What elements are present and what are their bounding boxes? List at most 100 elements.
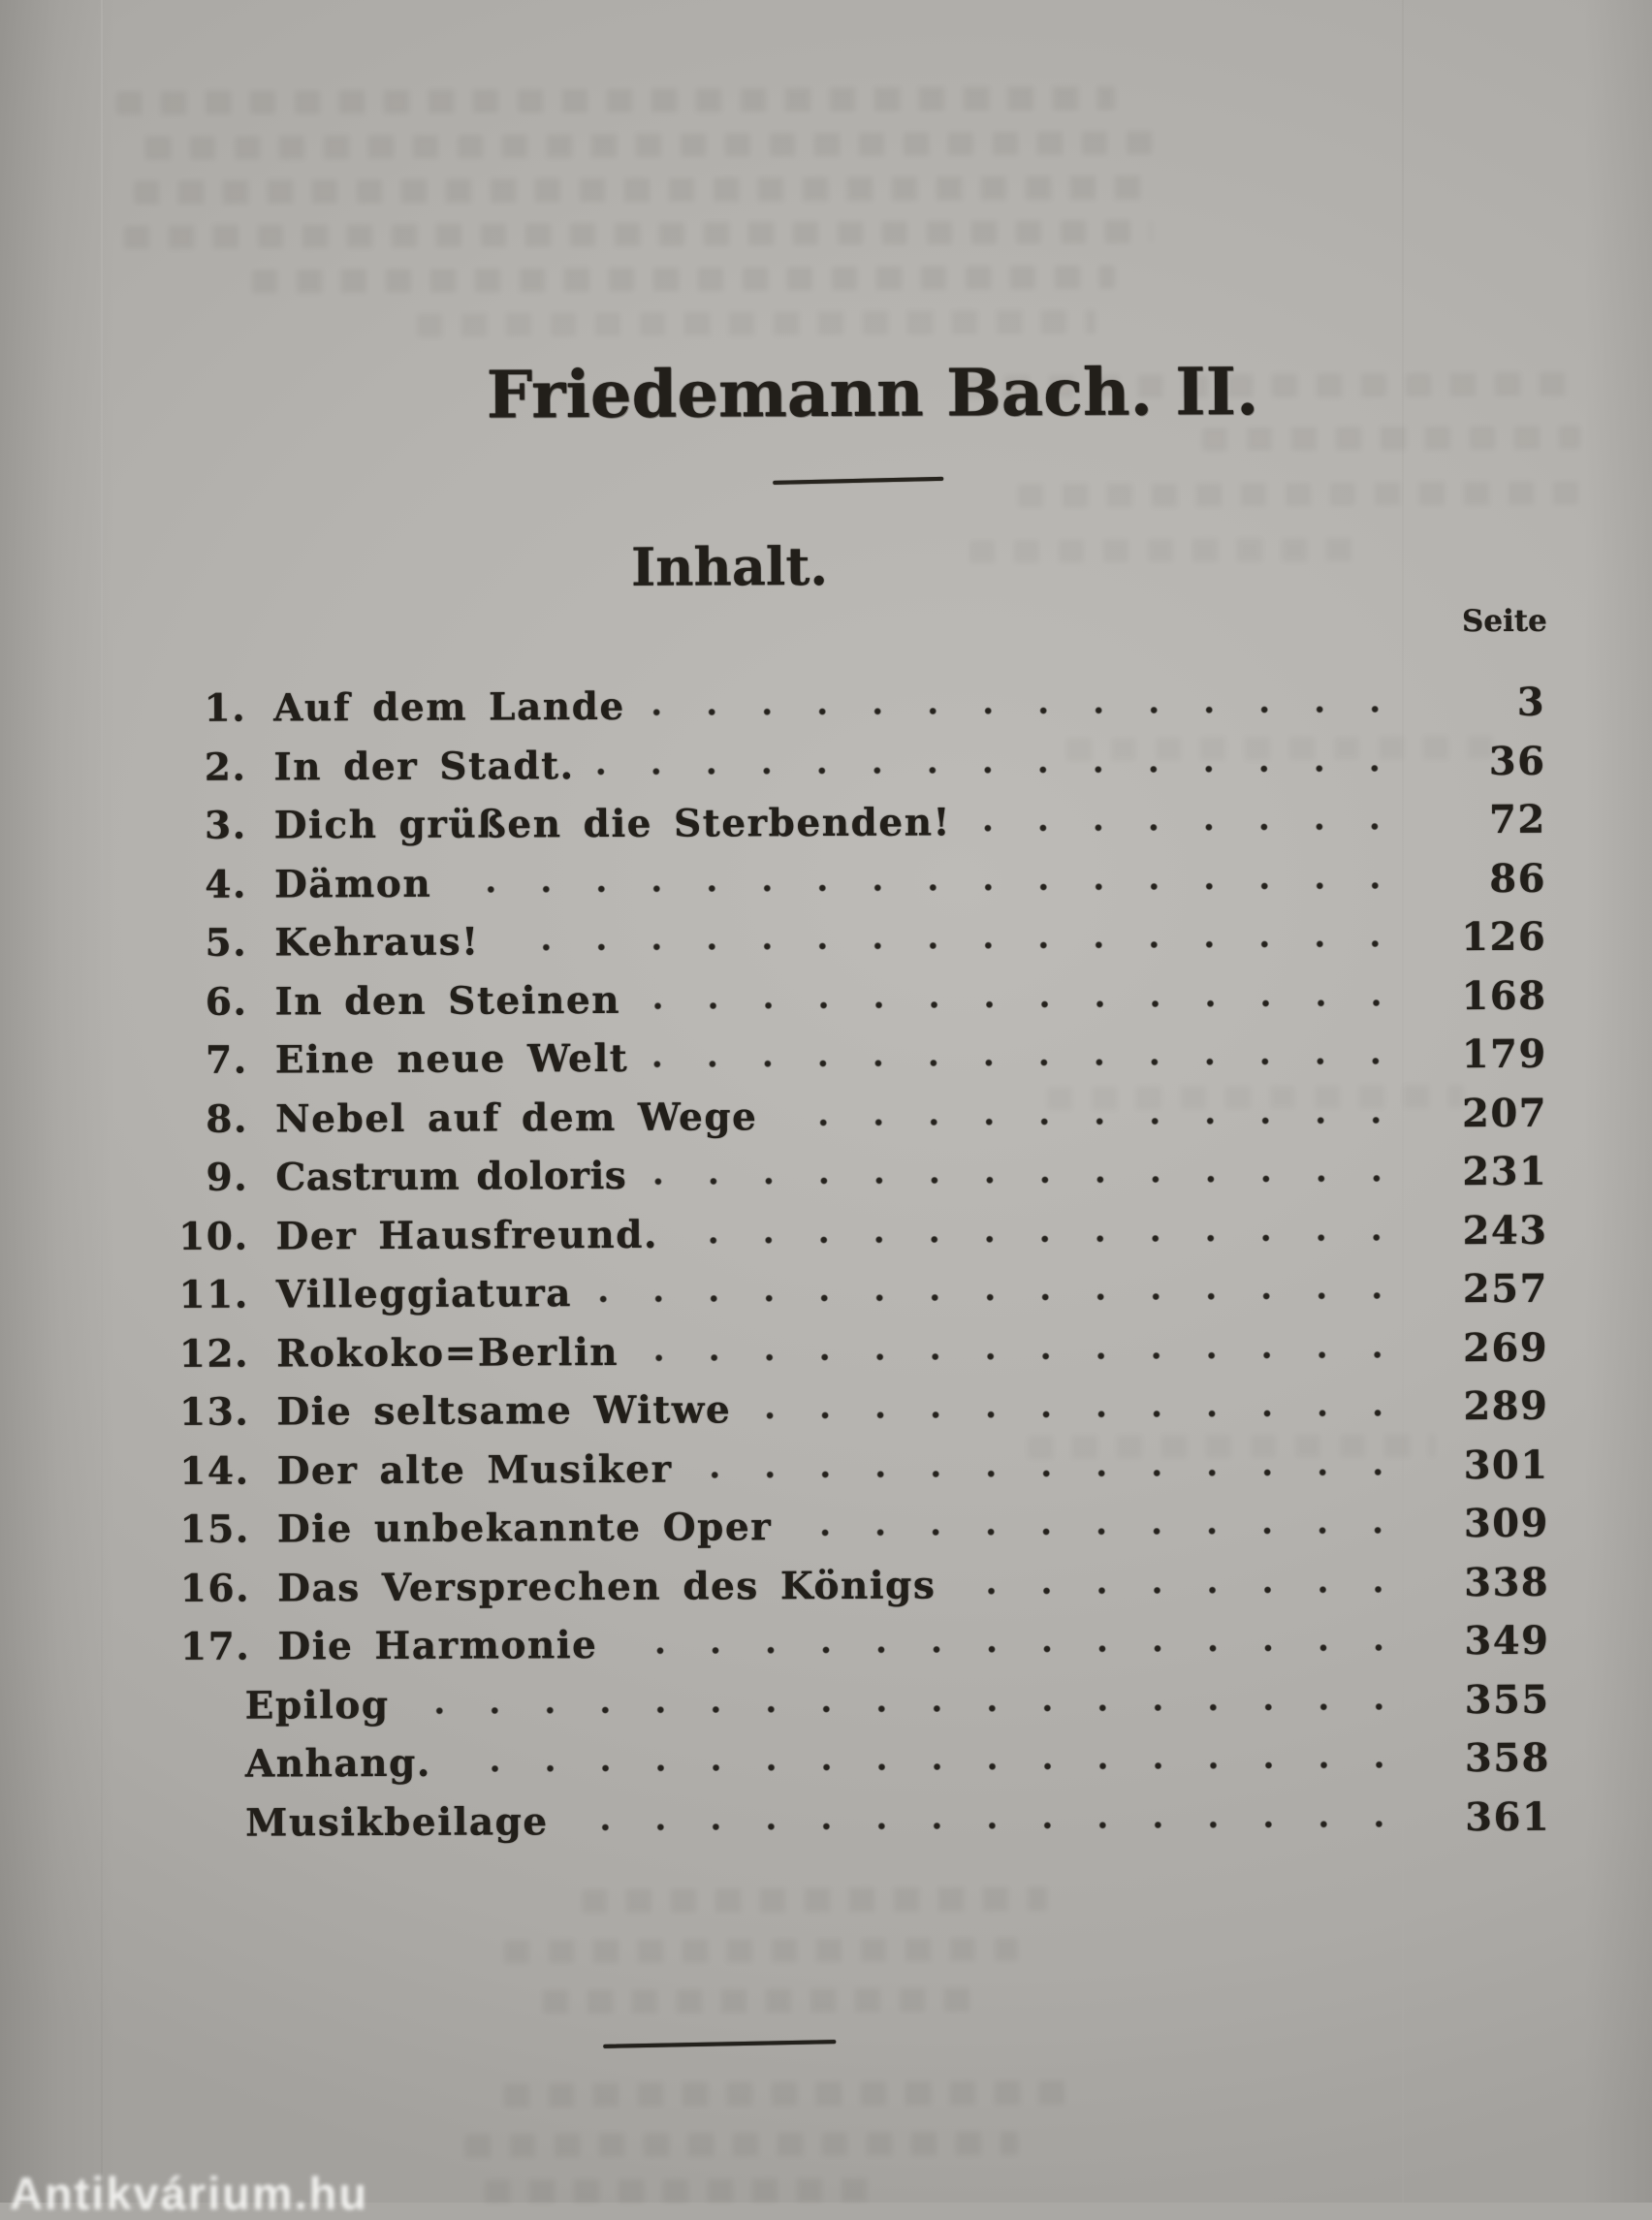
- toc-entry-title: Nebel auf dem Wege: [275, 1094, 758, 1141]
- dot-leader: [640, 973, 1404, 1035]
- toc-entry-title: Die Harmonie: [277, 1623, 597, 1668]
- dot-leader: [594, 739, 1403, 801]
- toc-row: Anhang. 358: [166, 1735, 1550, 1800]
- title-divider-rule: [773, 477, 943, 485]
- toc-entry-title: Auf dem Lande: [273, 684, 625, 731]
- dot-leader: [646, 1149, 1404, 1211]
- dot-leader: [617, 1618, 1406, 1680]
- toc-entry-page: 361: [1432, 1793, 1550, 1840]
- toc-entry-number: 17.: [165, 1625, 250, 1669]
- toc-entry-page: 86: [1428, 855, 1546, 902]
- toc-entry-number: 9.: [163, 1156, 248, 1200]
- toc-entry-number: 3.: [162, 804, 247, 848]
- dot-leader: [691, 1443, 1405, 1505]
- dot-leader: [678, 1208, 1405, 1270]
- toc-entry-number: 5.: [162, 921, 247, 966]
- toc-entry-page: 269: [1430, 1324, 1548, 1371]
- toc-row: 3. Dich grüßen die Sterbenden! 72: [162, 797, 1546, 862]
- toc-row: 5. Kehraus! 126: [162, 914, 1546, 979]
- toc-row: 6. In den Steinen 168: [162, 972, 1546, 1037]
- toc-entry-title: Das Versprechen des Königs: [277, 1563, 936, 1610]
- dot-leader: [970, 797, 1403, 857]
- book-title: Friedemann Bach. II.: [487, 353, 1204, 432]
- toc-entry-title: Musikbeilage: [245, 1799, 549, 1845]
- toc-entry-number: 4.: [162, 862, 247, 906]
- toc-entry-number: 10.: [164, 1214, 249, 1258]
- toc-entry-page: 309: [1431, 1501, 1549, 1547]
- toc-entry-number: 13.: [164, 1390, 249, 1435]
- toc-entry-number: 15.: [165, 1507, 250, 1552]
- toc-entry-page: 72: [1428, 797, 1546, 843]
- dot-leader: [638, 1325, 1405, 1387]
- dot-leader: [955, 1560, 1406, 1621]
- toc-entry-number: 8.: [163, 1096, 248, 1141]
- toc-row: 17. Die Harmonie 349: [165, 1618, 1549, 1683]
- toc-entry-page: 358: [1432, 1735, 1550, 1782]
- dot-leader: [409, 1677, 1407, 1740]
- toc-row: 13. Die seltsame Witwe 289: [164, 1383, 1548, 1448]
- toc-entry-title: In der Stadt.: [273, 744, 574, 789]
- dot-leader: [791, 1501, 1406, 1562]
- dot-leader: [451, 856, 1403, 919]
- toc-entry-page: 349: [1431, 1618, 1549, 1665]
- toc-entry-number: 1.: [161, 686, 246, 731]
- toc-entry-title: Anhang.: [245, 1741, 431, 1787]
- bottom-divider-rule: [603, 2040, 836, 2048]
- toc-list: 1. Auf dem Lande 3 2. In der Stadt. 36 3. Dich …: [161, 680, 1550, 1858]
- toc-row: 10. Der Hausfreund. 243: [163, 1207, 1547, 1272]
- toc-row: 12. Rokoko=Berlin 269: [164, 1324, 1548, 1389]
- toc-row: 2. In der Stadt. 36: [161, 738, 1545, 803]
- toc-entry-number: 16.: [165, 1566, 250, 1610]
- toc-entry-title: Eine neue Welt: [275, 1036, 629, 1083]
- toc-entry-page: 243: [1429, 1207, 1547, 1253]
- toc-entry-page: 168: [1428, 972, 1546, 1019]
- toc-entry-title: In den Steinen: [274, 977, 620, 1024]
- toc-entry-page: 257: [1430, 1266, 1548, 1313]
- toc-entry-title: Villeggiatura: [276, 1271, 572, 1316]
- toc-row: Musikbeilage 361: [166, 1793, 1550, 1858]
- toc-entry-page: 179: [1429, 1031, 1547, 1078]
- dot-leader: [645, 680, 1403, 742]
- toc-entry-number: 7.: [163, 1038, 248, 1083]
- toc-entry-title: Kehraus!: [274, 920, 480, 966]
- toc-entry-title: Der Hausfreund.: [276, 1212, 659, 1258]
- toc-entry-page: 289: [1430, 1383, 1548, 1430]
- toc-row: 7. Eine neue Welt 179: [163, 1031, 1547, 1096]
- dot-leader: [750, 1383, 1405, 1444]
- contents-heading: Inhalt.: [608, 535, 850, 598]
- toc-row: 1. Auf dem Lande 3: [161, 680, 1545, 745]
- toc-entry-page: 301: [1431, 1442, 1549, 1488]
- dot-leader: [648, 1031, 1404, 1094]
- toc-entry-number: 12.: [164, 1331, 249, 1376]
- dot-leader: [451, 1735, 1407, 1798]
- dot-leader: [499, 914, 1404, 977]
- dot-leader: [591, 1266, 1405, 1328]
- toc-entry-page: 126: [1428, 914, 1546, 961]
- dot-leader: [777, 1091, 1404, 1152]
- toc-row: 11. Villeggiatura 257: [164, 1266, 1548, 1331]
- toc-row: 9. Castrum doloris 231: [163, 1149, 1547, 1214]
- toc-entry-number: 11.: [164, 1273, 249, 1317]
- antikvarium-watermark: Antikvárium.hu: [10, 2167, 368, 2220]
- toc-entry-page: 36: [1427, 738, 1545, 784]
- toc-row: 8. Nebel auf dem Wege 207: [163, 1090, 1547, 1155]
- toc-entry-number: 2.: [161, 745, 246, 789]
- toc-entry-title: Die seltsame Witwe: [276, 1387, 731, 1434]
- toc-entry-title: Dich grüßen die Sterbenden!: [274, 800, 952, 847]
- toc-entry-number: 6.: [162, 979, 247, 1024]
- toc-entry-title: Rokoko=Berlin: [276, 1329, 619, 1376]
- toc-row: 4. Dämon 86: [162, 855, 1546, 920]
- toc-entry-number: 14.: [165, 1448, 250, 1493]
- toc-entry-page: 207: [1429, 1090, 1547, 1136]
- toc-entry-page: 231: [1429, 1149, 1547, 1195]
- toc-entry-page: 3: [1427, 680, 1545, 726]
- toc-entry-title: Castrum doloris: [275, 1154, 626, 1200]
- toc-entry-title: Dämon: [274, 861, 431, 906]
